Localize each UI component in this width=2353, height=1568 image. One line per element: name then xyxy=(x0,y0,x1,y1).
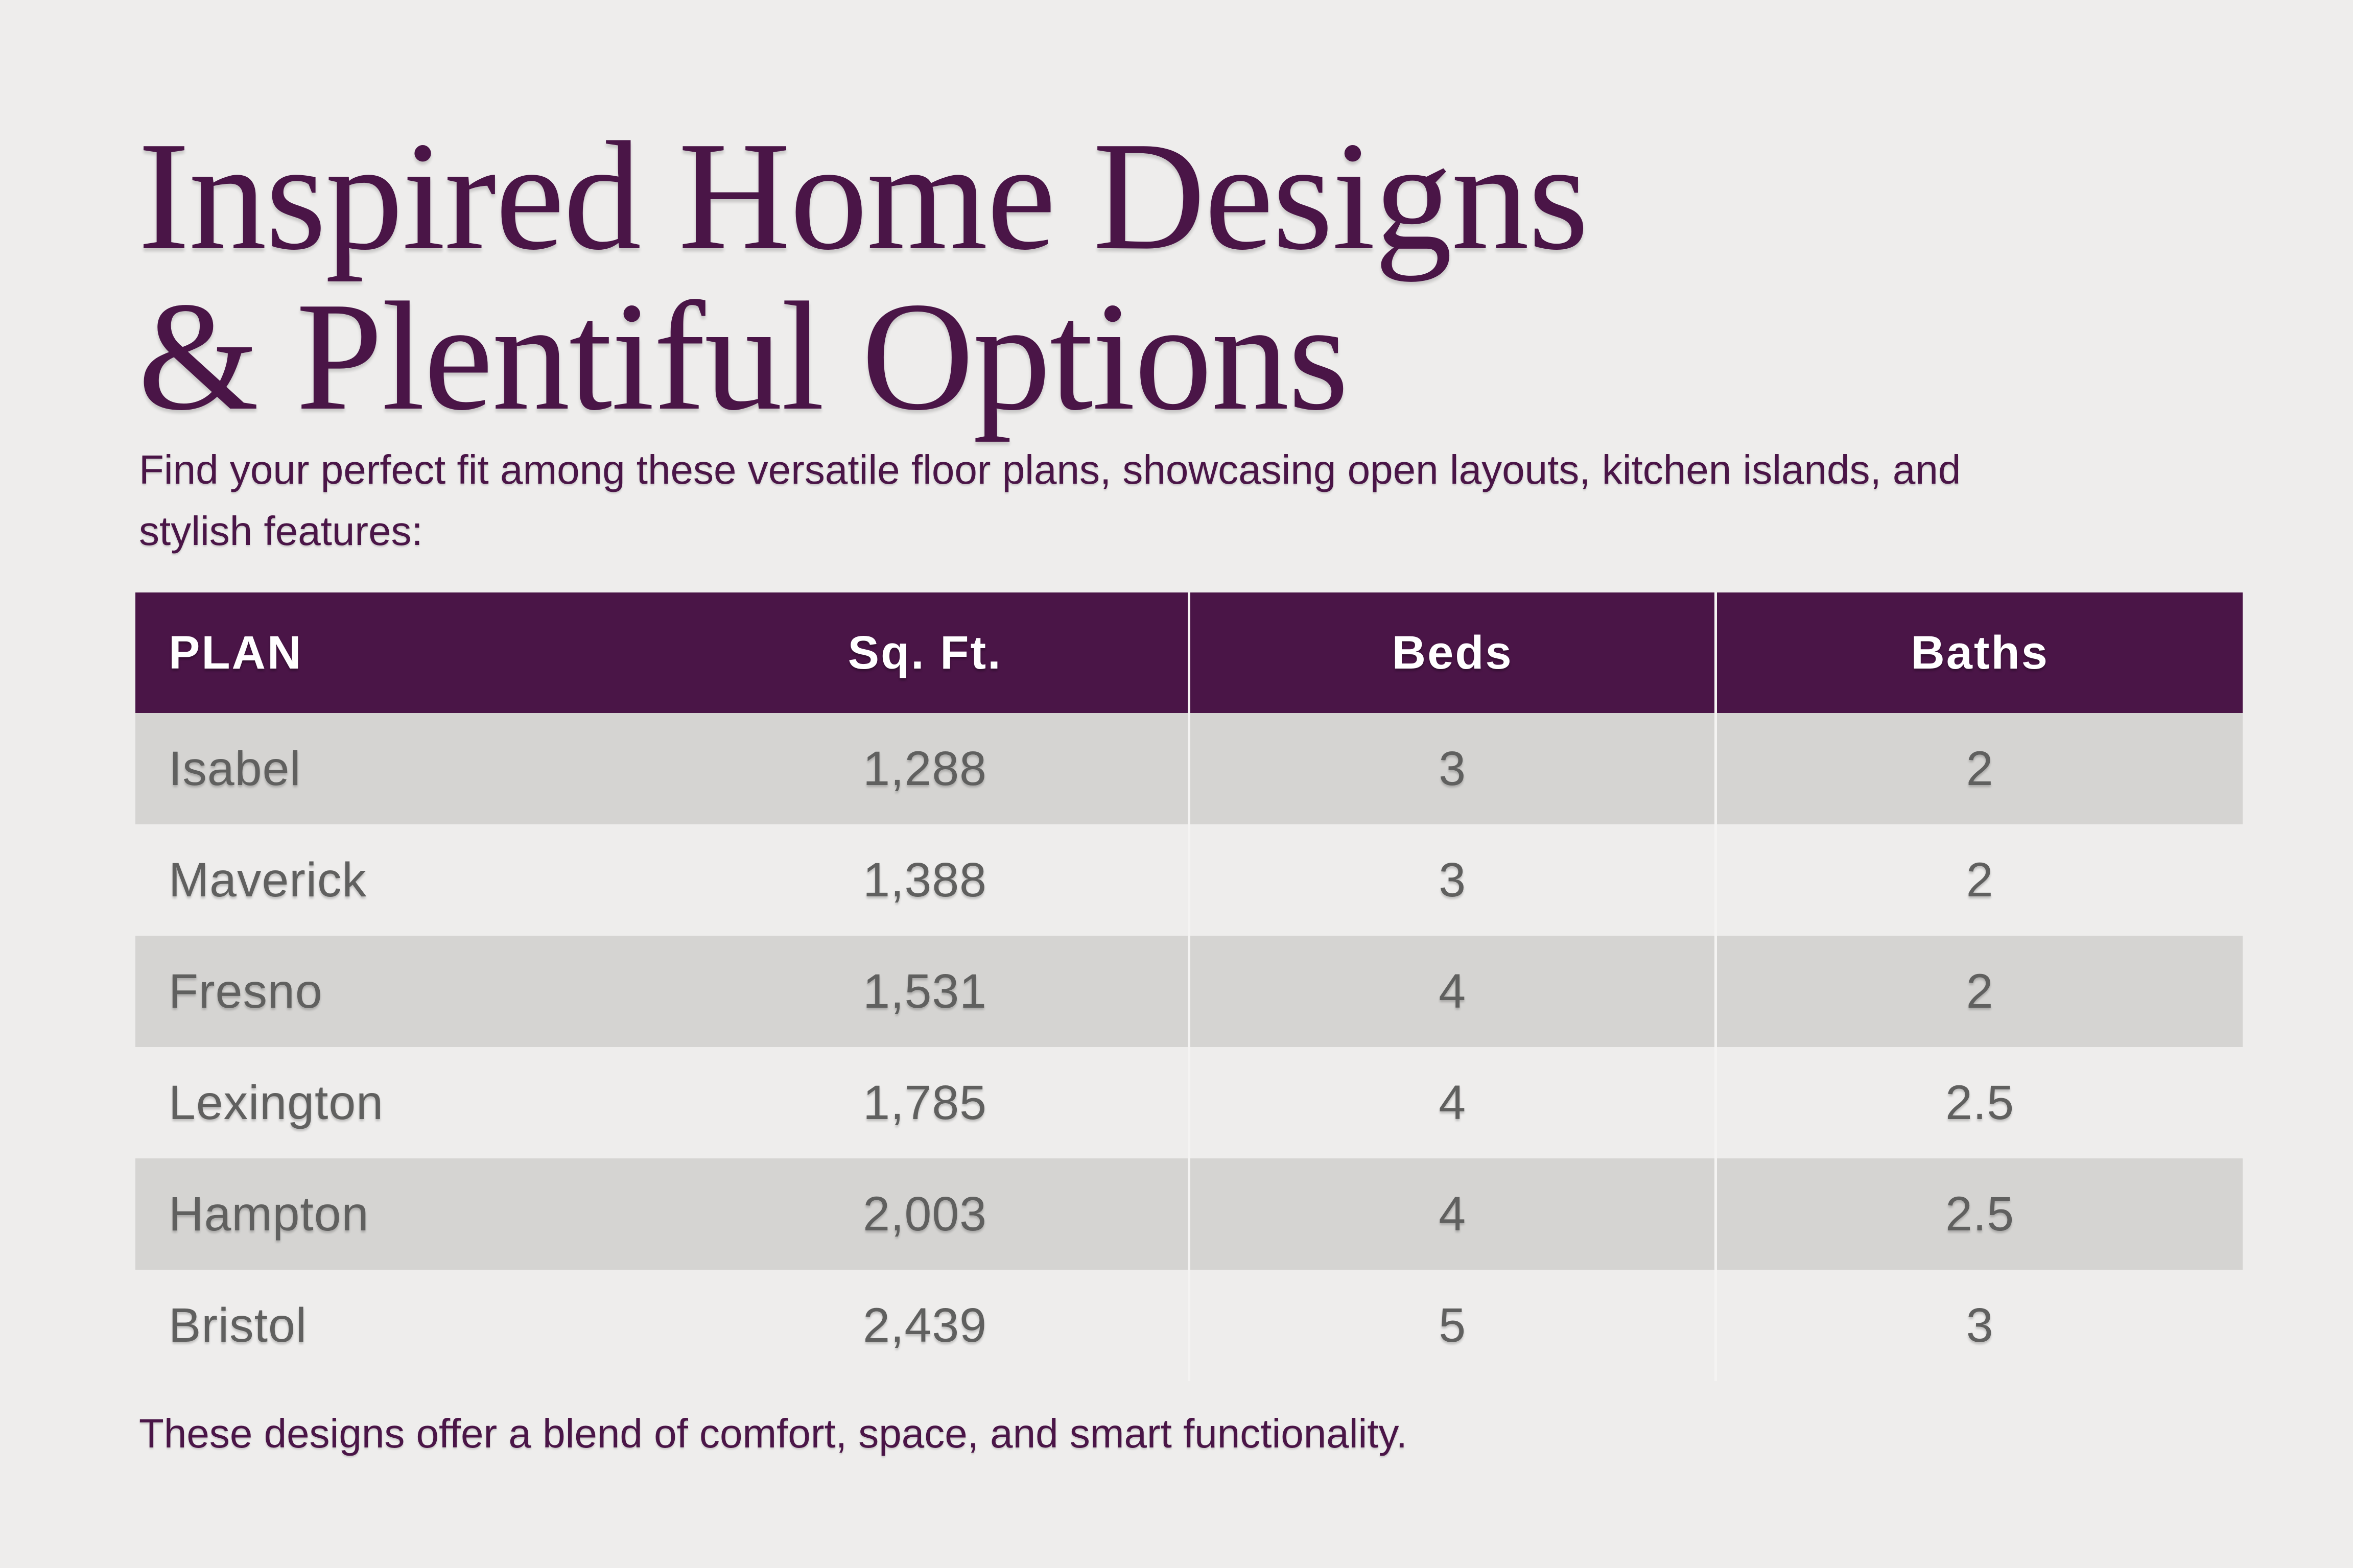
baths-cell: 2.5 xyxy=(1714,1047,2243,1159)
plan-name-cell: Fresno xyxy=(135,936,663,1048)
plan-name-cell: Isabel xyxy=(135,713,663,825)
beds-cell: 4 xyxy=(1187,1047,1716,1159)
column-header-baths: Baths xyxy=(1714,592,2243,714)
beds-cell: 4 xyxy=(1187,936,1716,1048)
page-title-line2: & Plentiful Options xyxy=(138,270,1349,443)
footer-note: These designs offer a blend of comfort, … xyxy=(139,1411,1407,1457)
floor-plans-body: Isabel 1,288 3 2 Maverick 1,388 3 2 Fresno 1,531 4… xyxy=(135,713,2243,1382)
baths-cell: 3 xyxy=(1714,1270,2243,1382)
page-title-line1: Inspired Home Designs xyxy=(138,109,1589,282)
floor-plans-table: PLAN Sq. Ft. Beds Baths Isabel 1,288 3 2 Mav… xyxy=(135,592,2243,1382)
baths-cell: 2 xyxy=(1714,824,2243,936)
beds-cell: 5 xyxy=(1187,1270,1716,1382)
page-subtitle-line1: Find your perfect fit among these versat… xyxy=(139,447,1961,493)
table-row: Maverick 1,388 3 2 xyxy=(135,824,2243,936)
plan-name-cell: Lexington xyxy=(135,1047,663,1159)
baths-cell: 2 xyxy=(1714,936,2243,1048)
plan-name-cell: Hampton xyxy=(135,1158,663,1270)
page-title: Inspired Home Designs & Plentiful Option… xyxy=(0,0,2353,436)
column-header-sqft: Sq. Ft. xyxy=(662,592,1189,714)
floor-plans-header: PLAN Sq. Ft. Beds Baths xyxy=(135,592,2243,714)
plan-name-cell: Bristol xyxy=(135,1270,663,1382)
column-header-plan: PLAN xyxy=(135,592,663,714)
header-row: PLAN Sq. Ft. Beds Baths xyxy=(135,592,2243,714)
column-header-beds: Beds xyxy=(1187,592,1716,714)
beds-cell: 3 xyxy=(1187,713,1716,825)
sqft-cell: 2,439 xyxy=(662,1270,1189,1382)
sqft-cell: 1,531 xyxy=(662,936,1189,1048)
sqft-cell: 1,288 xyxy=(662,713,1189,825)
sqft-cell: 1,388 xyxy=(662,824,1189,936)
beds-cell: 4 xyxy=(1187,1158,1716,1270)
table-row: Isabel 1,288 3 2 xyxy=(135,713,2243,825)
beds-cell: 3 xyxy=(1187,824,1716,936)
baths-cell: 2 xyxy=(1714,713,2243,825)
baths-cell: 2.5 xyxy=(1714,1158,2243,1270)
page-subtitle: Find your perfect fit among these versat… xyxy=(0,439,2353,562)
table-row: Hampton 2,003 4 2.5 xyxy=(135,1158,2243,1270)
plan-name-cell: Maverick xyxy=(135,824,663,936)
table-row: Bristol 2,439 5 3 xyxy=(135,1270,2243,1382)
sqft-cell: 1,785 xyxy=(662,1047,1189,1159)
table-row: Fresno 1,531 4 2 xyxy=(135,936,2243,1048)
sqft-cell: 2,003 xyxy=(662,1158,1189,1270)
table-row: Lexington 1,785 4 2.5 xyxy=(135,1047,2243,1159)
page-subtitle-line2: stylish features: xyxy=(139,508,423,554)
